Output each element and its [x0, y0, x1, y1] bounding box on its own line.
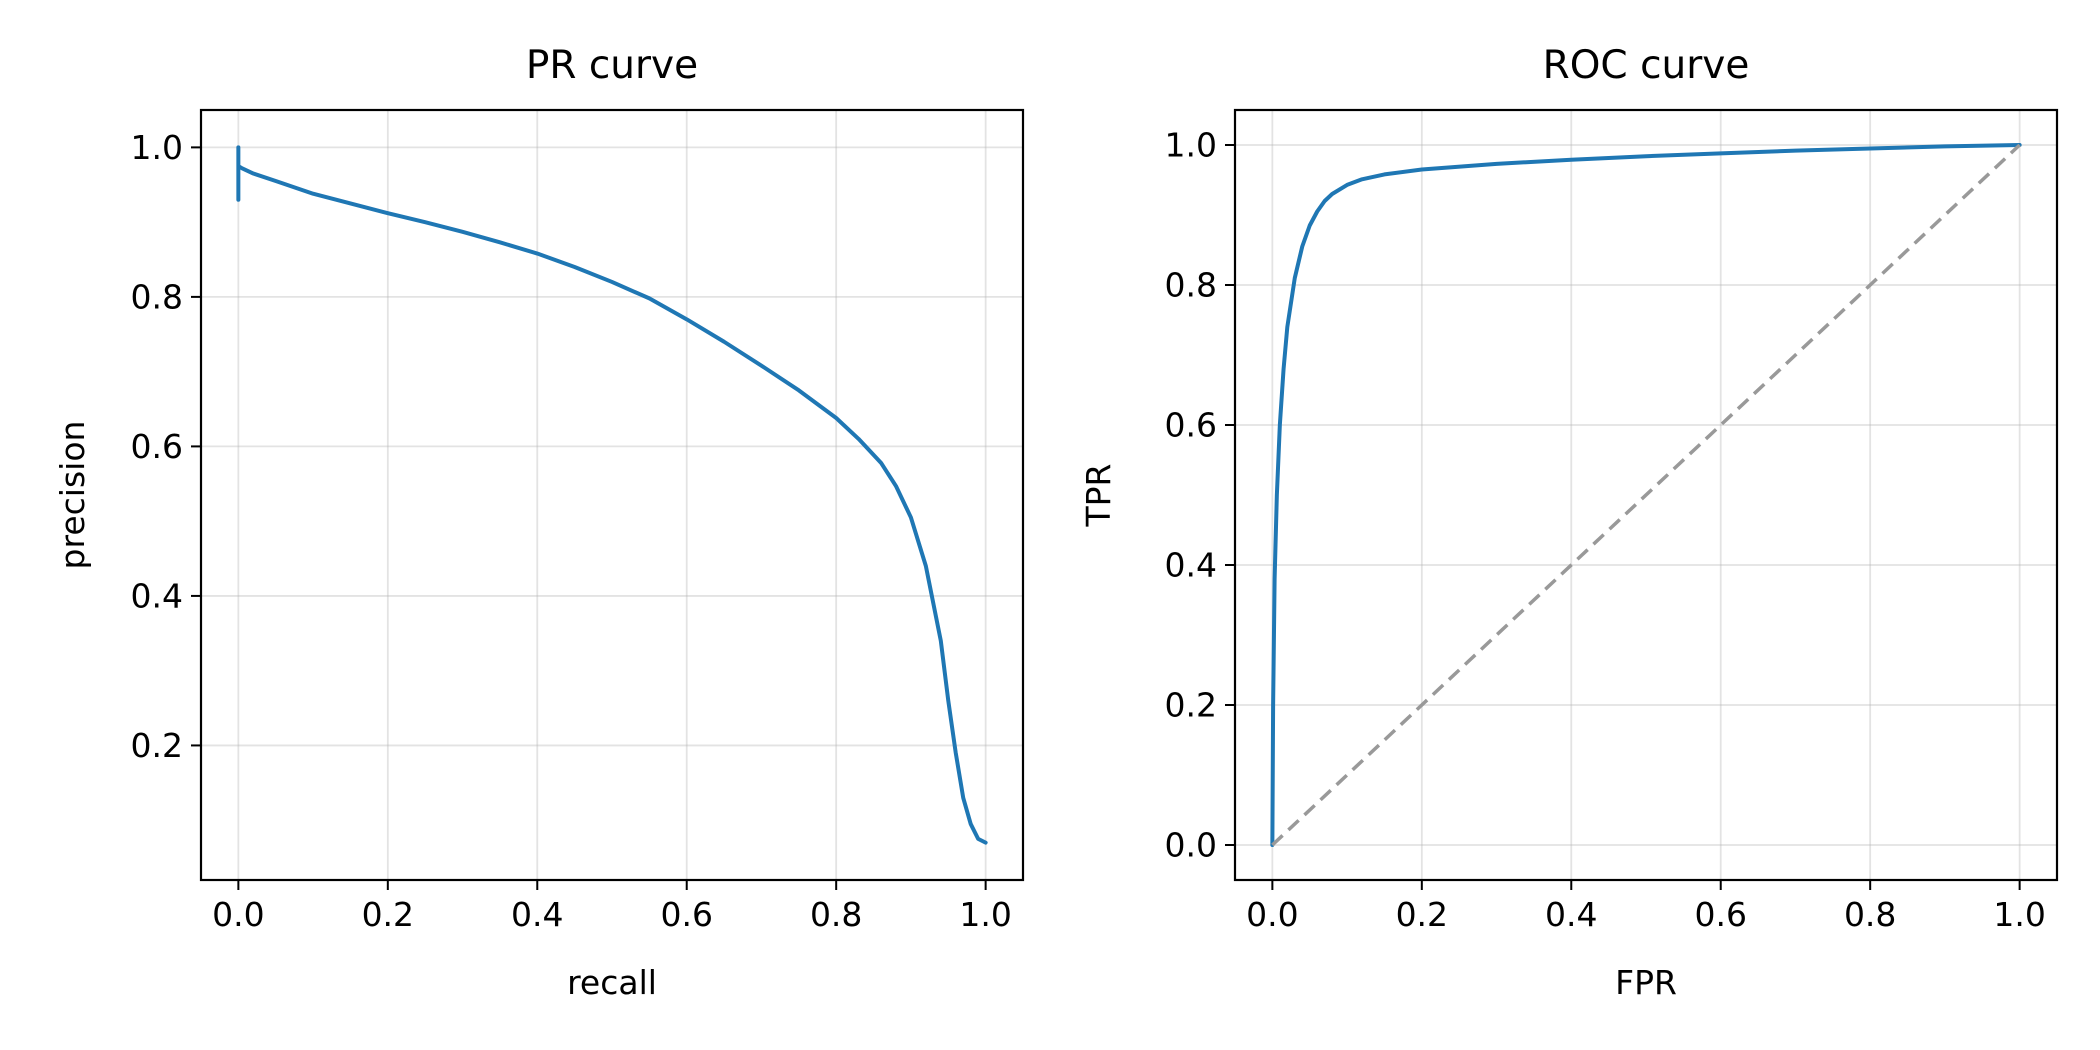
- pr-x-axis: 0.0 0.2 0.4 0.6 0.8 1.0: [212, 880, 1012, 934]
- roc-x-tick-label: 1.0: [1993, 895, 2045, 934]
- roc-x-axis: 0.0 0.2 0.4 0.6 0.8 1.0: [1246, 880, 2046, 934]
- roc-y-axis: 0.0 0.2 0.4 0.6 0.8 1.0: [1165, 126, 1235, 865]
- pr-y-tick-label: 0.4: [131, 576, 183, 615]
- roc-chance-diagonal: [1271, 143, 2021, 847]
- pr-y-axis: 0.2 0.4 0.6 0.8 1.0: [131, 128, 201, 765]
- roc-curve-panel: 0.0 0.2 0.4 0.6 0.8 1.0 0.0 0.2 0.4 0.6 0.8 1.0 ROC …: [1079, 43, 2059, 1002]
- roc-x-tick-label: 0.4: [1545, 895, 1597, 934]
- pr-y-tick-label: 0.8: [131, 277, 183, 316]
- roc-x-axis-label: FPR: [1615, 963, 1677, 1002]
- pr-x-tick-label: 0.4: [511, 895, 563, 934]
- roc-grid: [1235, 110, 2057, 880]
- pr-curve-line: [236, 145, 988, 845]
- roc-x-tick-label: 0.2: [1396, 895, 1448, 934]
- pr-x-axis-label: recall: [567, 963, 657, 1002]
- roc-x-tick-label: 0.0: [1246, 895, 1298, 934]
- roc-y-tick-label: 0.6: [1165, 406, 1217, 445]
- pr-y-axis-label: precision: [53, 421, 92, 570]
- roc-y-tick-label: 0.2: [1165, 686, 1217, 725]
- roc-chart-title: ROC curve: [1543, 43, 1750, 88]
- pr-series-group: [236, 145, 988, 845]
- pr-x-tick-label: 0.8: [810, 895, 862, 934]
- roc-y-tick-label: 1.0: [1165, 126, 1217, 165]
- roc-y-axis-label: TPR: [1079, 464, 1118, 528]
- pr-chart-title: PR curve: [526, 43, 698, 88]
- roc-y-tick-label: 0.8: [1165, 266, 1217, 305]
- pr-y-tick-label: 0.6: [131, 427, 183, 466]
- pr-x-tick-label: 0.2: [362, 895, 414, 934]
- roc-x-tick-label: 0.8: [1844, 895, 1896, 934]
- pr-x-tick-label: 1.0: [959, 895, 1011, 934]
- roc-curve-line: [1270, 143, 2022, 847]
- roc-y-tick-label: 0.4: [1165, 546, 1217, 585]
- pr-y-tick-label: 1.0: [131, 128, 183, 167]
- roc-axes-frame: [1233, 108, 2059, 882]
- roc-series-group: [1270, 143, 2022, 847]
- pr-x-tick-label: 0.6: [660, 895, 712, 934]
- pr-axes-frame: [199, 108, 1025, 882]
- roc-x-tick-label: 0.6: [1694, 895, 1746, 934]
- pr-x-tick-label: 0.0: [212, 895, 264, 934]
- pr-grid: [201, 110, 1023, 880]
- pr-curve-panel: 0.0 0.2 0.4 0.6 0.8 1.0 0.2 0.4 0.6 0.8 1.0 PR curv…: [53, 43, 1025, 1002]
- pr-y-tick-label: 0.2: [131, 726, 183, 765]
- roc-y-tick-label: 0.0: [1165, 826, 1217, 865]
